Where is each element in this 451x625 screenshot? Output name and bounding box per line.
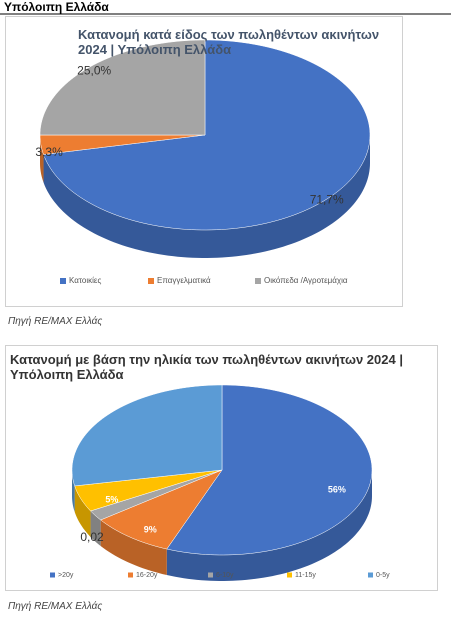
pie-slice-side (40, 135, 44, 183)
chart-title: Κατανομή με βάση την ηλικία των πωληθέντ… (10, 352, 403, 382)
legend-label: Οικόπεδα /Αγροτεμάχια (264, 276, 348, 285)
data-label: 0,02 (80, 530, 104, 544)
pie-slice-side (43, 135, 370, 258)
legend-label: >20y (58, 572, 74, 579)
legend-swatch (50, 572, 55, 578)
pie-slice (43, 39, 371, 231)
data-label: 56% (328, 485, 346, 495)
pie-slice-side (90, 510, 101, 546)
pie-slice-side (100, 519, 167, 576)
legend-label: 6-10y (216, 572, 234, 579)
legend-swatch (208, 572, 213, 578)
pie-slice (39, 134, 206, 155)
chart-frame (5, 345, 438, 591)
legend-label: Επαγγελματικά (157, 276, 211, 285)
legend-swatch (255, 278, 261, 284)
legend-swatch (368, 572, 373, 578)
legend-label: Κατοικίες (69, 276, 101, 285)
legend-swatch (128, 572, 133, 578)
pie-slice (71, 384, 223, 487)
chart-title: Κατανομή κατά είδος των πωληθέντων ακινή… (78, 27, 380, 57)
legend-label: 0-5y (376, 572, 390, 579)
legend-label: 11-15y (295, 572, 316, 579)
chart-frame (5, 16, 403, 307)
legend-swatch (287, 572, 292, 578)
data-label: 5% (105, 495, 118, 505)
heading: Υπόλοιπη Ελλάδα (4, 0, 109, 14)
data-label: 3,3% (35, 145, 63, 159)
pie-slice-side (166, 470, 372, 581)
data-label: 25,0% (77, 63, 111, 77)
pie-slice (74, 469, 223, 512)
pie-slice (39, 39, 206, 136)
pie-slice-side (74, 485, 91, 537)
data-label: 71,7% (310, 192, 344, 206)
legend-label: 16-20y (136, 572, 158, 579)
pie-slice (166, 384, 373, 556)
data-label: 9% (144, 525, 157, 535)
source-note: Πηγή RE/MAX Ελλάς (8, 316, 103, 327)
source-note: Πηγή RE/MAX Ελλάς (8, 601, 103, 612)
legend-swatch (60, 278, 66, 284)
pie-slice (90, 469, 223, 521)
pie-slice-side (72, 470, 75, 512)
pie-slice (100, 469, 223, 550)
legend-swatch (148, 278, 154, 284)
